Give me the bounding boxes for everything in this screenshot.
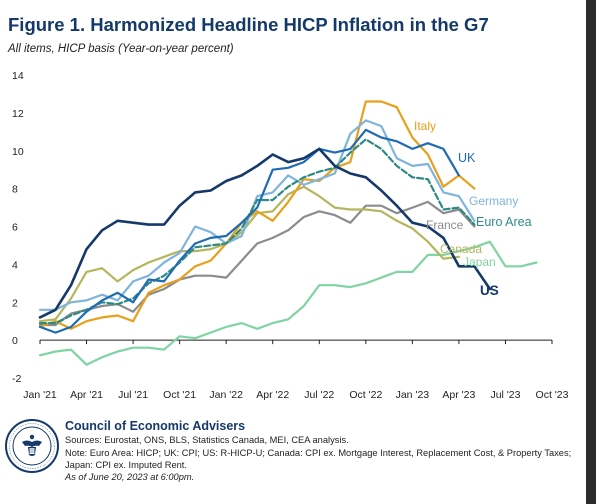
y-tick-label: 12 — [12, 108, 24, 120]
series-label-japan: Japan — [463, 255, 496, 269]
x-tick-label: Jul '22 — [304, 389, 334, 401]
x-tick-label: Jan '23 — [396, 389, 430, 401]
y-tick-label: 6 — [12, 222, 18, 234]
y-tick-label: 0 — [12, 335, 18, 347]
y-tick-label: 2 — [12, 297, 18, 309]
footer-sources: Sources: Eurostat, ONS, BLS, Statistics … — [65, 435, 349, 446]
chart-title: Figure 1. Harmonized Headline HICP Infla… — [8, 14, 489, 35]
x-tick-label: Jan '21 — [23, 389, 57, 401]
series-lines — [38, 100, 538, 366]
x-tick-label: Apr '22 — [256, 389, 289, 401]
chart-footer: Council of Economic Advisers Sources: Eu… — [65, 420, 580, 483]
series-line-euro-area — [38, 138, 476, 325]
series-labels: Japan France Canada Italy Germany Euro Area UK… — [414, 119, 532, 298]
series-line-uk — [38, 128, 460, 334]
series-label-uk: UK — [458, 151, 476, 165]
series-line-germany — [38, 119, 476, 311]
chart-subtitle: All items, HICP basis (Year-on-year perc… — [8, 43, 234, 55]
series-label-euro-area: Euro Area — [476, 215, 532, 229]
footer-date: As of June 20, 2023 at 6:00pm. — [65, 472, 195, 483]
series-line-us — [38, 147, 492, 319]
footer-org: Council of Economic Advisers — [65, 419, 246, 433]
x-axis: Jan '21 Apr '21 Jul '21 Oct '21 Jan '22 Apr '… — [23, 339, 569, 401]
series-line-japan — [38, 240, 538, 366]
x-tick-label: Oct '21 — [163, 389, 196, 401]
series-line-canada — [38, 185, 460, 323]
y-tick-label: 10 — [12, 146, 24, 158]
x-tick-label: Apr '23 — [442, 389, 475, 401]
x-tick-label: Oct '23 — [536, 389, 569, 401]
series-label-france: France — [426, 218, 464, 232]
series-label-italy: Italy — [414, 119, 436, 133]
y-tick-label: 4 — [12, 259, 18, 271]
y-tick-label: 14 — [12, 70, 24, 82]
footer-note: Note: Euro Area: HICP; UK: CPI; US: R-HI… — [65, 447, 572, 470]
y-tick-label: -2 — [12, 373, 21, 385]
cea-seal-logo — [5, 419, 59, 473]
series-label-germany: Germany — [469, 194, 518, 208]
x-tick-label: Jan '22 — [209, 389, 243, 401]
x-tick-label: Apr '21 — [70, 389, 103, 401]
y-axis: -2 0 2 4 6 8 10 12 14 — [12, 70, 24, 385]
series-label-canada: Canada — [440, 242, 482, 256]
x-tick-label: Oct '22 — [349, 389, 382, 401]
series-line-italy — [38, 100, 476, 330]
x-tick-label: Jul '21 — [118, 389, 148, 401]
x-tick-label: Jul '23 — [490, 389, 520, 401]
series-label-us: US — [480, 283, 499, 298]
y-tick-label: 8 — [12, 184, 18, 196]
line-chart: -2 0 2 4 6 8 10 12 14 Jan '21 Apr '21 Jul '21 Oct '… — [12, 70, 569, 401]
